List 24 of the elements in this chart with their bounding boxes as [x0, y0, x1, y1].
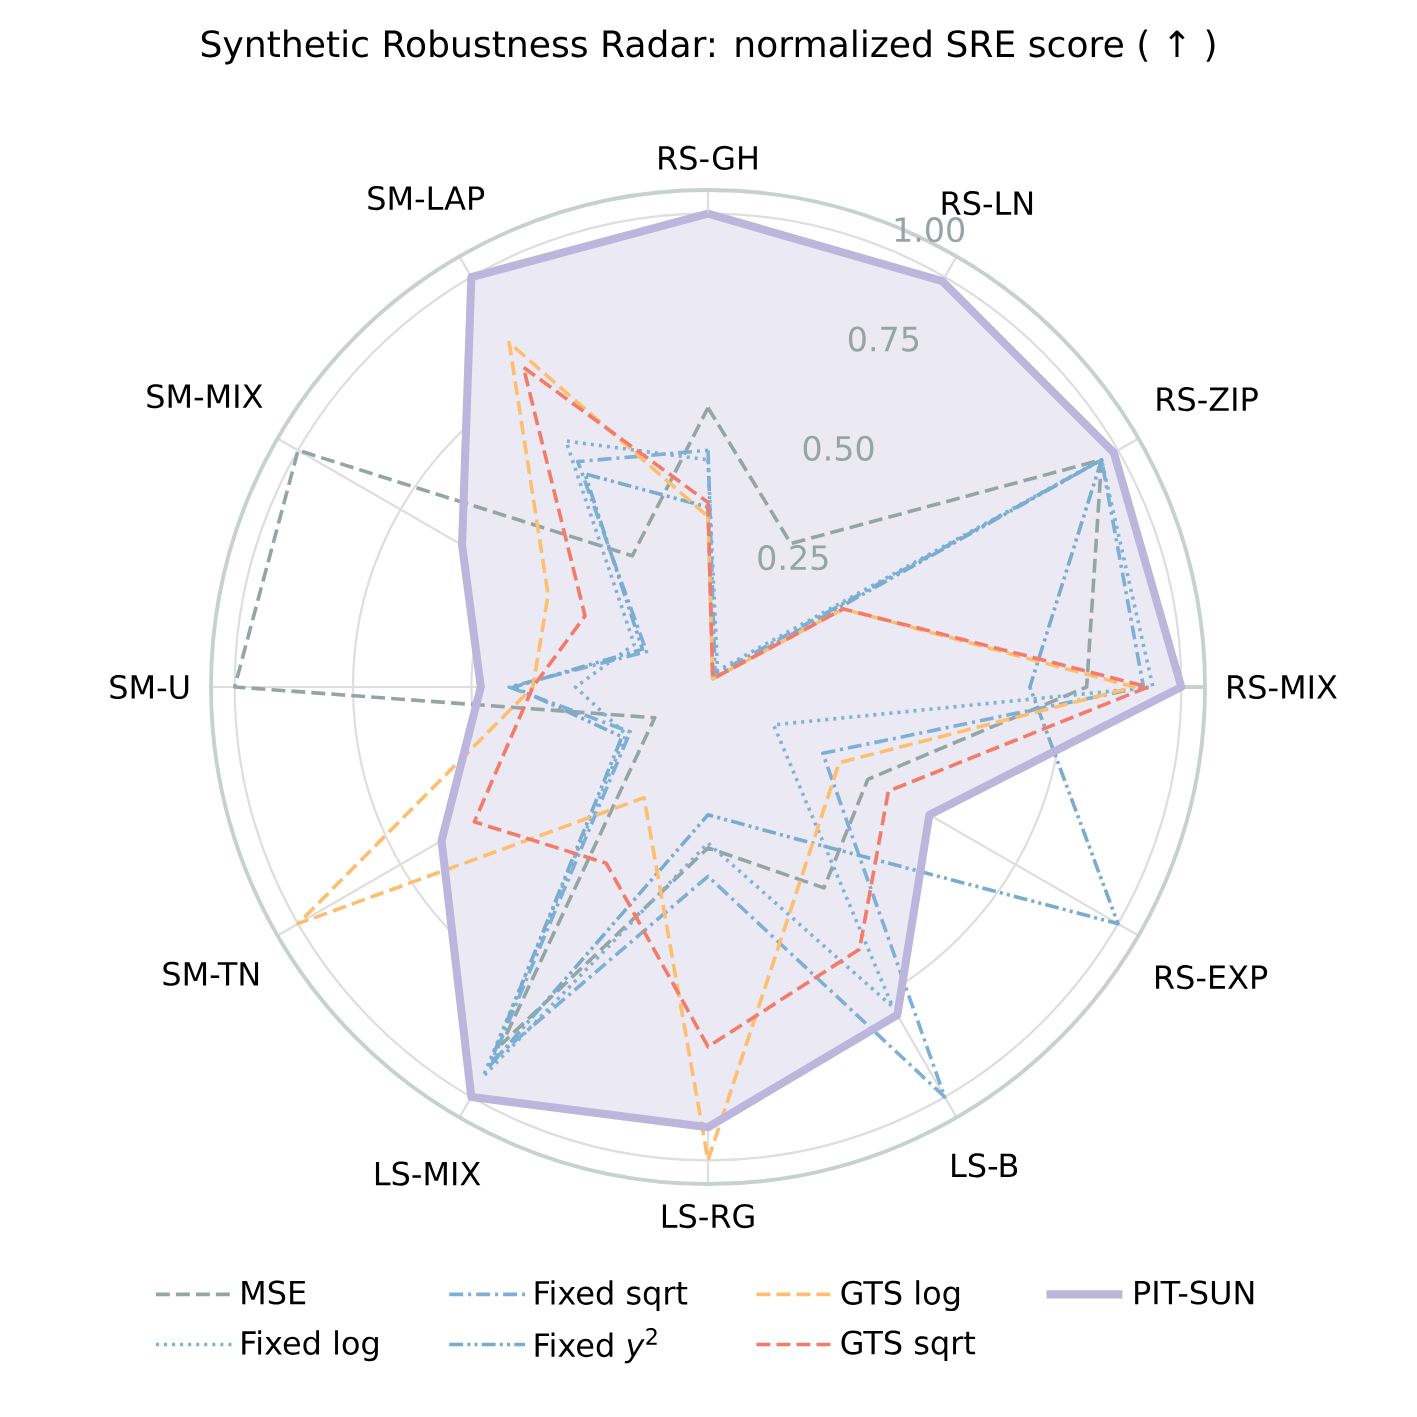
spoke-label: RS-GH [659, 145, 757, 170]
y-tick-label: 0.25 [758, 545, 828, 571]
y-tick-label: 0.50 [803, 435, 874, 461]
spoke-label: RS-MIX [1228, 674, 1337, 700]
spoke-label: LS-B [952, 1153, 1018, 1178]
y-tick-label: 0.75 [848, 326, 919, 352]
legend-label: PIT-SUN [1135, 1280, 1254, 1305]
spoke-label: RS-ZIP [1157, 387, 1258, 412]
spoke-label: RS-LN [942, 191, 1033, 216]
y-tick-label: 1.00 [895, 217, 965, 243]
spoke-label: SM-MIX [147, 384, 263, 409]
legend-label: MSE [242, 1280, 306, 1305]
legend-label: GTS log [841, 1280, 960, 1312]
legend-label: GTS sqrt [841, 1330, 976, 1361]
legend-label: Fixed log [242, 1330, 378, 1362]
spoke-label: SM-TN [163, 961, 259, 986]
spoke-label: SM-LAP [368, 186, 485, 211]
chart-title: Synthetic Robustness Radar: normalized SRE score ( ↑ ) [201, 29, 1215, 65]
spoke-label: RS-EXP [1156, 965, 1268, 990]
spoke-label: SM-U [110, 674, 189, 700]
legend-label: Fixed sqrt [535, 1280, 688, 1312]
spoke-label: LS-MIX [375, 1161, 481, 1186]
legend-label: Fixed y$^{2}$ [535, 1328, 657, 1364]
spoke-label: LS-RG [662, 1204, 754, 1229]
